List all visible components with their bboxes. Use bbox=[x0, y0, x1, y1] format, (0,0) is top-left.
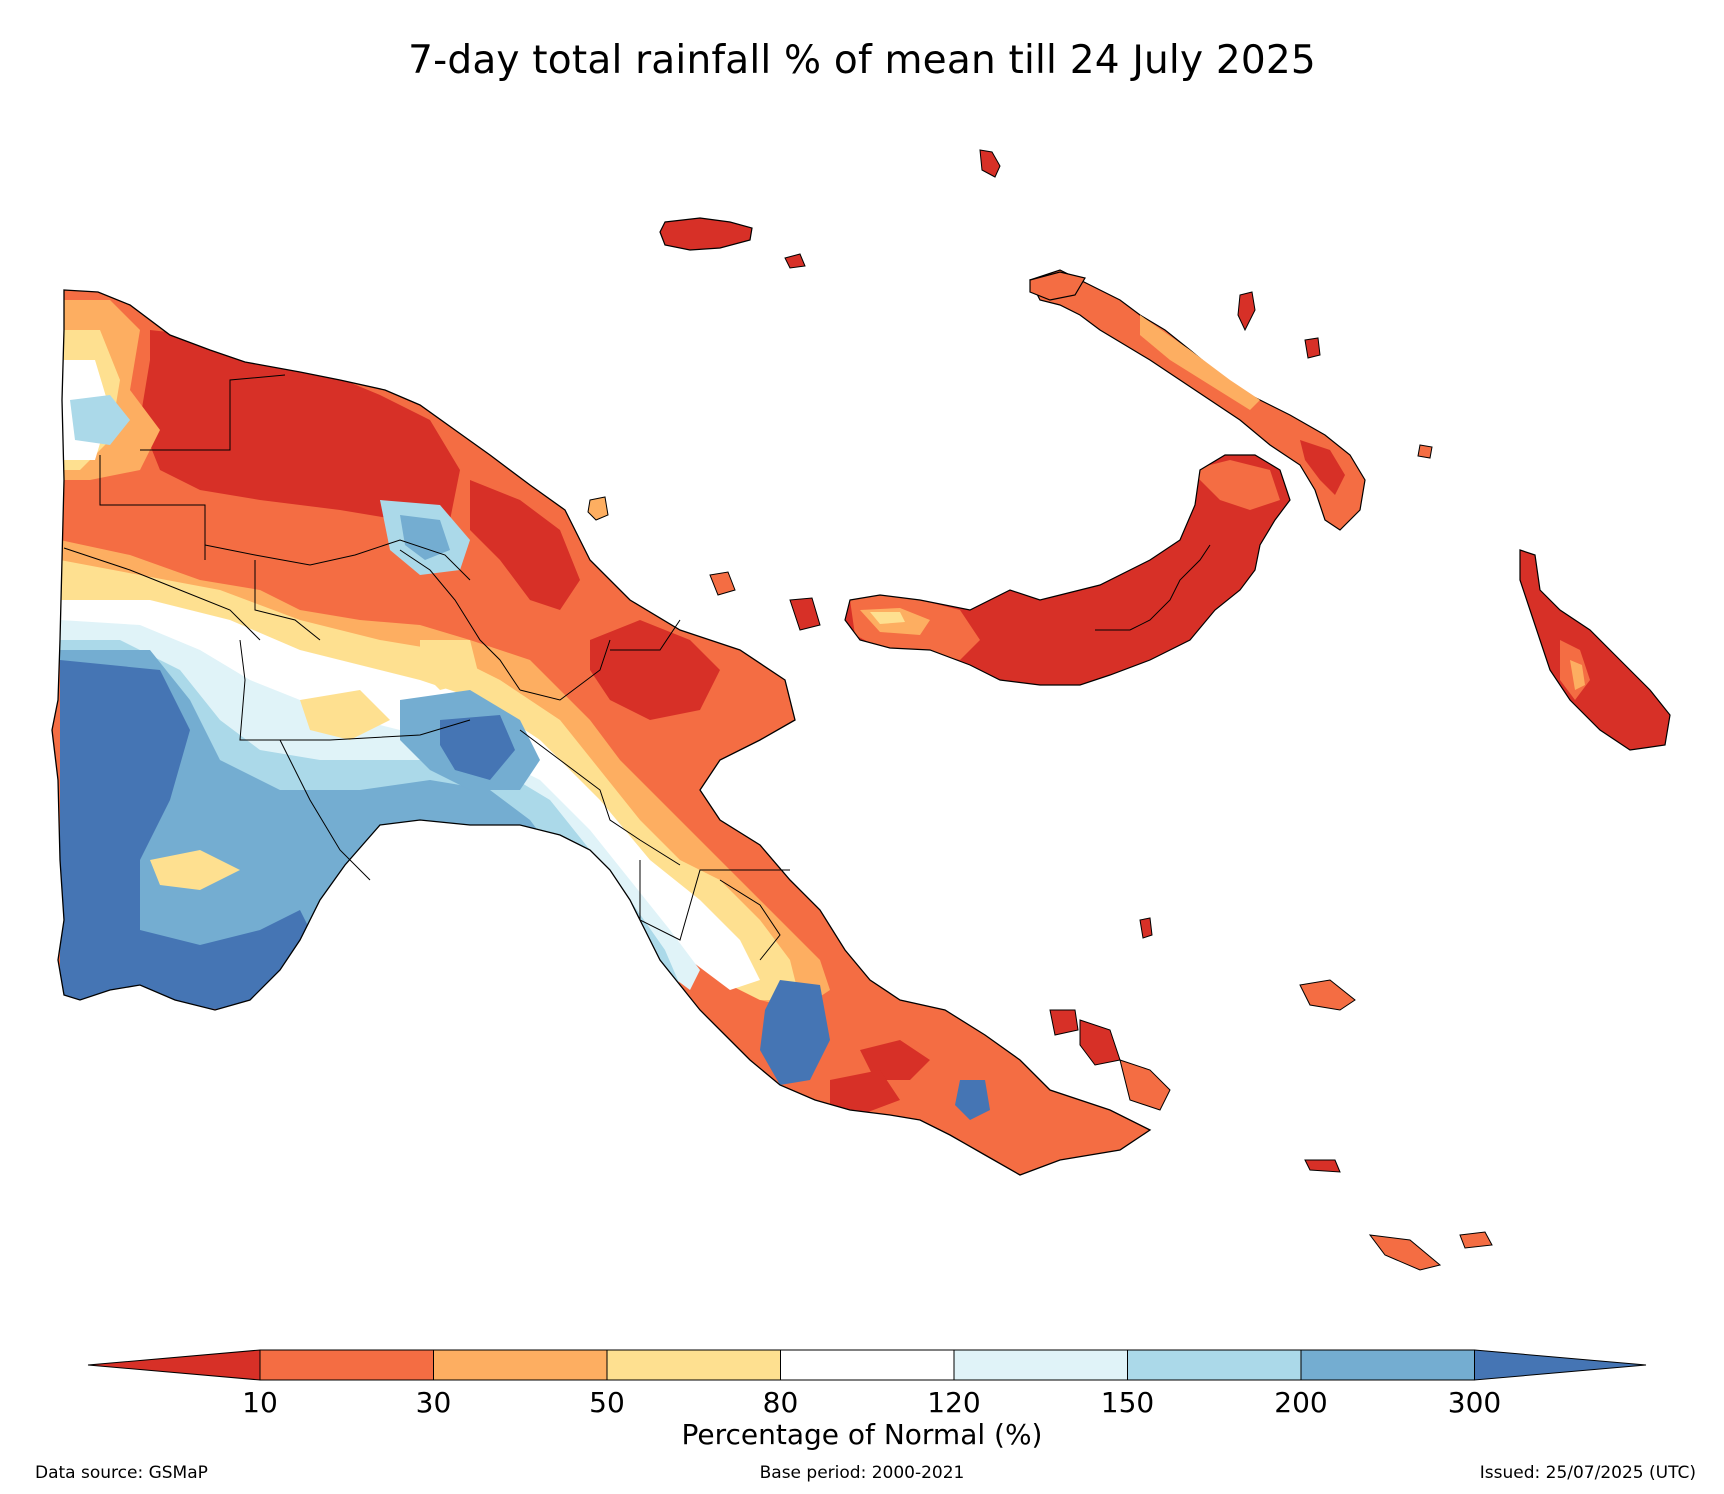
colorbar-tick-label: 80 bbox=[762, 1386, 799, 1419]
base-period-note: Base period: 2000-2021 bbox=[759, 1463, 965, 1483]
bougainville-island bbox=[1519, 549, 1671, 751]
coastal-islets bbox=[587, 496, 1493, 1271]
new-ireland-island bbox=[1029, 269, 1366, 531]
data-source-note: Data source: GSMaP bbox=[35, 1463, 208, 1483]
manus-island bbox=[659, 217, 806, 269]
issued-date-note: Issued: 25/07/2025 (UTC) bbox=[1479, 1463, 1696, 1483]
colorbar-label: Percentage of Normal (%) bbox=[681, 1418, 1043, 1451]
colorbar-tick-label: 150 bbox=[1100, 1386, 1155, 1419]
colorbar-tick-label: 200 bbox=[1274, 1386, 1328, 1419]
northern-islands bbox=[979, 149, 1433, 459]
colorbar-tick-label: 50 bbox=[589, 1386, 625, 1419]
mainland-png bbox=[51, 289, 1152, 1176]
colorbar-tick-label: 30 bbox=[415, 1386, 452, 1419]
page-title: 7-day total rainfall % of mean till 24 J… bbox=[408, 38, 1316, 83]
colorbar-tick-label: 10 bbox=[242, 1386, 278, 1419]
colorbar-tick-label: 300 bbox=[1447, 1386, 1502, 1419]
new-britain-island bbox=[844, 454, 1291, 686]
colorbar-tick-label: 120 bbox=[927, 1386, 981, 1419]
